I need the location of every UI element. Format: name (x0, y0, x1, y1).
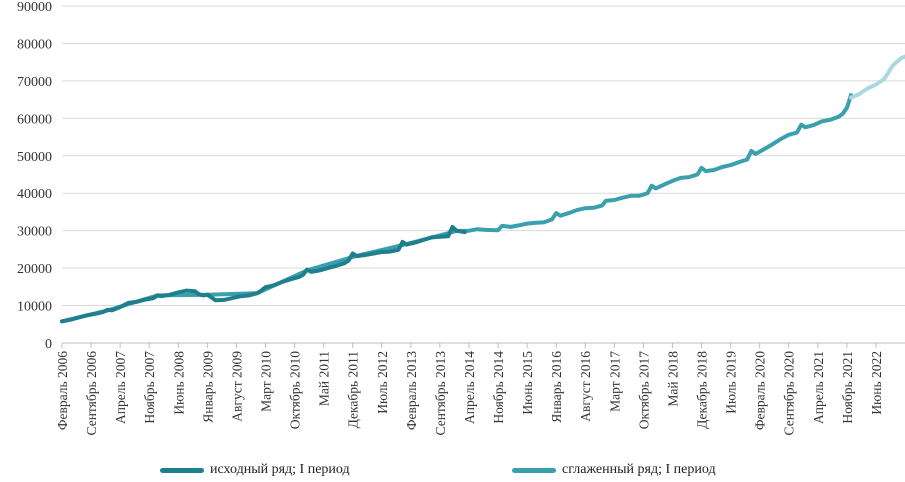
series-line-original (60, 224, 467, 324)
x-tick-label: Октябрь 2010 (288, 351, 303, 429)
grid-lines (62, 5, 905, 344)
x-tick-label: Август 2009 (229, 351, 244, 422)
x-tick-label: Ноябрь 2021 (840, 351, 855, 424)
x-tick-label: Июнь 2022 (869, 351, 884, 415)
x-tick-label: Июль 2012 (375, 351, 390, 414)
legend-swatch-smoothed (512, 467, 556, 473)
x-tick-label: Декабрь 2018 (695, 351, 710, 429)
y-axis-ticks: 0 10000 20000 30000 40000 50000 60000 70000 8000… (17, 0, 52, 352)
x-tick-label: Октябрь 2017 (636, 351, 651, 429)
line-chart: 0 10000 20000 30000 40000 50000 60000 70000 8000… (17, 0, 905, 435)
legend-label-original: исходный ряд; I период (210, 462, 350, 477)
legend-item-original: исходный ряд; I период (160, 462, 350, 478)
series-line-smoothed (60, 93, 853, 324)
x-tick-label: Февраль 2006 (55, 351, 70, 430)
x-tick-label: Июнь 2015 (520, 351, 535, 415)
y-tick-label: 20000 (17, 262, 52, 277)
x-tick-label: Январь 2009 (200, 351, 215, 423)
y-tick-label: 70000 (17, 75, 52, 90)
x-tick-label: Сентябрь 2013 (433, 351, 448, 436)
y-tick-label: 30000 (17, 225, 52, 240)
x-tick-label: Ноябрь 2014 (491, 351, 506, 424)
y-tick-label: 40000 (17, 187, 52, 202)
x-tick-label: Май 2018 (665, 351, 680, 407)
legend-label-smoothed: сглаженный ряд; I период (562, 462, 716, 477)
x-tick-label: Февраль 2013 (404, 351, 419, 430)
x-tick-label: Февраль 2020 (753, 351, 768, 430)
legend: исходный ряд; I период сглаженный ряд; I… (0, 462, 905, 482)
y-tick-label: 90000 (17, 0, 52, 15)
series-lines (60, 54, 905, 324)
x-tick-label: Апрель 2007 (113, 351, 128, 424)
x-tick-label: Сентябрь 2006 (84, 351, 99, 436)
x-axis-ticks: Февраль 2006 Сентябрь 2006 Апрель 2007 Нояб… (55, 343, 884, 435)
legend-swatch-original (160, 467, 204, 473)
x-tick-label: Ноябрь 2007 (142, 351, 157, 424)
x-tick-label: Март 2017 (607, 351, 622, 412)
series-line-forecast (849, 54, 905, 100)
y-tick-label: 80000 (17, 37, 52, 52)
x-tick-label: Июль 2019 (724, 351, 739, 414)
x-tick-label: Июнь 2008 (171, 351, 186, 415)
x-tick-label: Август 2016 (578, 351, 593, 422)
x-tick-label: Март 2010 (258, 351, 273, 412)
y-tick-label: 10000 (17, 300, 52, 315)
x-tick-label: Апрель 2021 (811, 351, 826, 424)
x-tick-label: Апрель 2014 (462, 351, 477, 424)
legend-item-smoothed: сглаженный ряд; I период (512, 462, 716, 478)
x-tick-label: Декабрь 2011 (346, 351, 361, 428)
y-tick-label: 0 (45, 337, 52, 352)
x-tick-label: Май 2011 (317, 351, 332, 406)
y-tick-label: 60000 (17, 112, 52, 127)
y-tick-label: 50000 (17, 150, 52, 165)
x-tick-label: Январь 2016 (549, 351, 564, 423)
x-tick-label: Сентябрь 2020 (782, 351, 797, 436)
